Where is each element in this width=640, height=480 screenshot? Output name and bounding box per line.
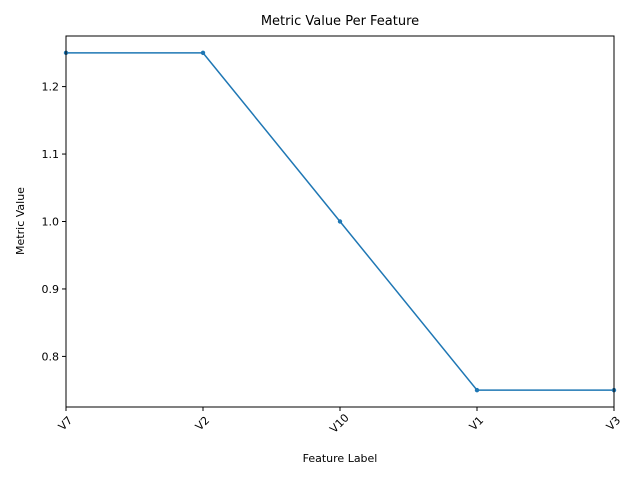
- y-tick-label: 0.9: [42, 283, 60, 296]
- data-point: [200, 50, 206, 56]
- axes-frame: [65, 35, 615, 408]
- y-axis-label: Metric Value: [14, 187, 27, 255]
- y-tick-label: 1.1: [42, 148, 60, 161]
- data-point: [337, 219, 343, 224]
- y-tick-label: 1.2: [42, 81, 60, 94]
- data-point: [474, 387, 480, 393]
- y-tick-label: 0.8: [42, 350, 60, 363]
- y-tick-label: 1.0: [42, 216, 60, 229]
- chart-title: Metric Value Per Feature: [261, 14, 419, 29]
- x-axis-label: Feature Label: [303, 452, 378, 465]
